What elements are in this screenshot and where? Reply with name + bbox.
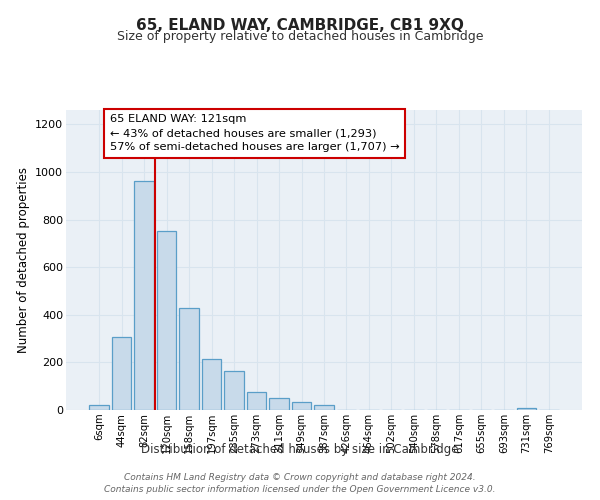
Text: 65, ELAND WAY, CAMBRIDGE, CB1 9XQ: 65, ELAND WAY, CAMBRIDGE, CB1 9XQ	[136, 18, 464, 32]
Bar	[179, 308, 199, 410]
Text: Contains public sector information licensed under the Open Government Licence v3: Contains public sector information licen…	[104, 485, 496, 494]
Bar	[314, 405, 334, 410]
Bar	[247, 392, 266, 410]
Bar	[224, 370, 244, 410]
Text: Distribution of detached houses by size in Cambridge: Distribution of detached houses by size …	[141, 442, 459, 456]
Bar	[112, 338, 131, 410]
Bar	[89, 405, 109, 410]
Bar	[269, 398, 289, 410]
Text: Contains HM Land Registry data © Crown copyright and database right 2024.: Contains HM Land Registry data © Crown c…	[124, 472, 476, 482]
Bar	[157, 232, 176, 410]
Y-axis label: Number of detached properties: Number of detached properties	[17, 167, 29, 353]
Text: 65 ELAND WAY: 121sqm
← 43% of detached houses are smaller (1,293)
57% of semi-de: 65 ELAND WAY: 121sqm ← 43% of detached h…	[110, 114, 400, 152]
Text: Size of property relative to detached houses in Cambridge: Size of property relative to detached ho…	[117, 30, 483, 43]
Bar	[517, 408, 536, 410]
Bar	[134, 182, 154, 410]
Bar	[202, 359, 221, 410]
Bar	[292, 402, 311, 410]
